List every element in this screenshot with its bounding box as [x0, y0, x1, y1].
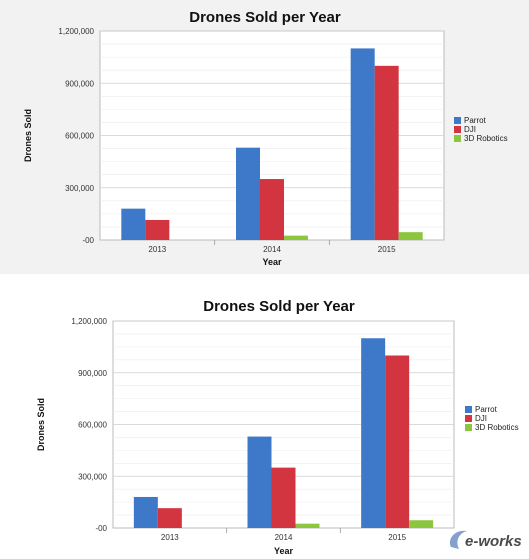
chart1-y-tick-label: 600,000 — [78, 421, 107, 430]
chart0-legend-label: DJI — [464, 125, 476, 134]
chart0-bar-dji — [374, 65, 399, 240]
chart1-x-axis-label: Year — [274, 546, 294, 556]
chart-top: Drones Sold per Year -00 300,000 600,000 900… — [23, 9, 508, 267]
chart1-legend-swatch — [465, 415, 472, 422]
chart1-bar-dji — [157, 508, 182, 528]
chart1-legend-label: DJI — [475, 414, 487, 423]
chart0-y-tick-label: 1,200,000 — [58, 27, 94, 36]
chart0-legend-swatch — [454, 117, 461, 124]
chart1-y-tick-label: -00 — [95, 524, 107, 533]
chart1-legend-label: 3D Robotics — [475, 423, 519, 432]
chart0-y-axis-label: Drones Sold — [23, 109, 33, 162]
chart1-bar-3d-robotics — [409, 520, 434, 528]
chart1-x-tick-label: 2015 — [388, 533, 406, 542]
chart-panel-top: Drones Sold per Year -00 300,000 600,000 900… — [0, 0, 529, 274]
chart1-y-tick-label: 300,000 — [78, 472, 107, 481]
chart0-bar-dji — [260, 179, 284, 240]
chart0-legend-label: Parrot — [464, 116, 487, 125]
chart1-y-tick-label: 900,000 — [78, 369, 107, 378]
svg-text:e-works: e-works — [465, 533, 522, 550]
chart0-x-tick-label: 2015 — [378, 245, 396, 254]
chart0-bar-parrot — [350, 48, 375, 240]
chart0-y-tick-label: 900,000 — [65, 79, 94, 88]
chart1-y-tick-label: 1,200,000 — [71, 317, 107, 326]
chart1-bar-dji — [385, 355, 410, 528]
e-works-logo: e-works — [445, 525, 523, 555]
chart1-bar-parrot — [247, 436, 272, 528]
chart0-bar-3d-robotics — [398, 232, 423, 240]
chart1-legend-label: Parrot — [475, 405, 498, 414]
chart0-bar-parrot — [236, 147, 260, 240]
chart0-y-tick-label: 600,000 — [65, 132, 94, 141]
chart0-legend-swatch — [454, 135, 461, 142]
chart0-bar-3d-robotics — [284, 235, 308, 240]
chart0-legend-swatch — [454, 126, 461, 133]
chart0-legend-label: 3D Robotics — [464, 134, 508, 143]
chart0-bar-parrot — [121, 208, 146, 240]
chart-bottom: Drones Sold per Year -00 300,000 600,000 900… — [36, 298, 519, 556]
chart0-x-axis-label: Year — [262, 257, 282, 267]
chart0-y-tick-label: 300,000 — [65, 184, 94, 193]
chart1-legend-swatch — [465, 424, 472, 431]
chart0-title: Drones Sold per Year — [189, 9, 341, 26]
chart-panel-bottom: Drones Sold per Year -00 300,000 600,000 900… — [0, 290, 529, 559]
chart0-bar-dji — [145, 219, 170, 240]
chart0-y-tick-label: -00 — [82, 236, 94, 245]
chart1-legend-swatch — [465, 406, 472, 413]
chart0-x-tick-label: 2013 — [148, 245, 166, 254]
chart0-x-tick-label: 2014 — [263, 245, 281, 254]
chart1-y-axis-label: Drones Sold — [36, 398, 46, 451]
chart1-bar-parrot — [133, 496, 158, 528]
chart1-title: Drones Sold per Year — [203, 298, 355, 315]
chart1-x-tick-label: 2013 — [161, 533, 179, 542]
chart1-bar-dji — [271, 467, 296, 528]
chart1-bar-parrot — [361, 338, 386, 528]
chart1-bar-3d-robotics — [295, 523, 320, 528]
chart1-x-tick-label: 2014 — [275, 533, 293, 542]
